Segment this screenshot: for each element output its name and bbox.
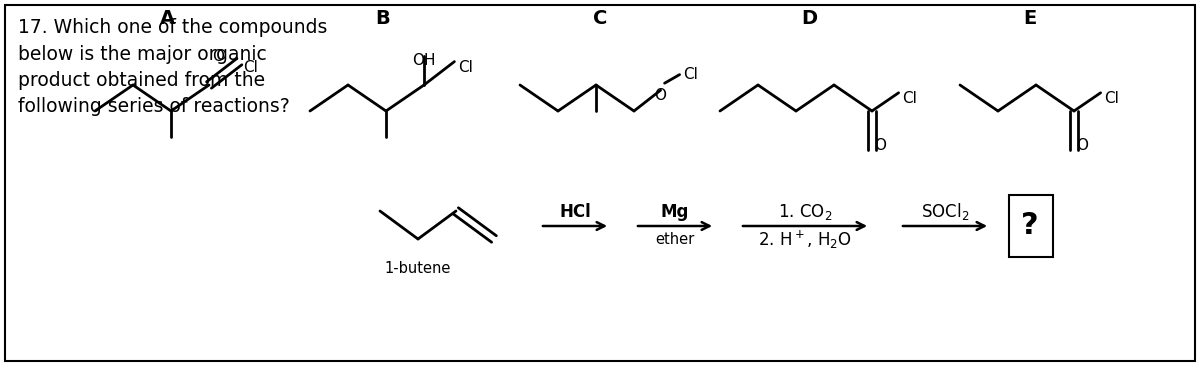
Text: O: O [874, 138, 886, 153]
Text: Cl: Cl [902, 91, 918, 106]
Text: ?: ? [1021, 212, 1039, 240]
Text: 1-butene: 1-butene [385, 261, 451, 276]
Text: 17. Which one of the compounds
below is the major organic
product obtained from : 17. Which one of the compounds below is … [18, 18, 328, 116]
Text: C: C [593, 8, 607, 27]
Text: Cl: Cl [244, 60, 258, 75]
Text: O: O [1076, 138, 1088, 153]
Text: HCl: HCl [559, 203, 590, 221]
Text: OH: OH [413, 53, 436, 68]
Text: O: O [212, 49, 224, 64]
Text: 1. CO$_2$: 1. CO$_2$ [778, 202, 832, 222]
Text: A: A [160, 8, 175, 27]
Text: D: D [802, 8, 817, 27]
Text: Mg: Mg [661, 203, 689, 221]
Text: ether: ether [655, 232, 695, 247]
Text: Cl: Cl [458, 60, 473, 75]
Text: B: B [374, 8, 390, 27]
Text: O: O [655, 88, 667, 103]
Text: E: E [1024, 8, 1037, 27]
Text: Cl: Cl [1104, 91, 1120, 106]
Text: Cl: Cl [684, 67, 698, 82]
Text: 2. H$^+$, H$_2$O: 2. H$^+$, H$_2$O [758, 229, 852, 251]
Text: SOCl$_2$: SOCl$_2$ [920, 202, 970, 223]
